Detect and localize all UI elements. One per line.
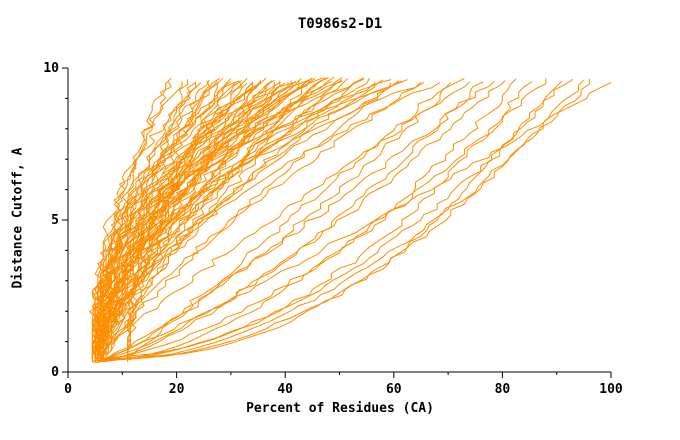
x-tick-label: 40 xyxy=(277,382,293,397)
model-curve xyxy=(100,82,392,360)
model-curve xyxy=(91,81,254,362)
model-curve xyxy=(100,78,574,362)
y-tick-label: 0 xyxy=(51,365,59,380)
model-curve xyxy=(91,79,343,362)
model-curve xyxy=(94,77,327,359)
y-tick-label: 10 xyxy=(43,61,59,76)
model-curve xyxy=(97,77,370,363)
x-tick-label: 60 xyxy=(386,382,402,397)
model-curve xyxy=(127,82,286,359)
model-curve xyxy=(127,78,590,361)
model-curve xyxy=(97,79,392,361)
x-tick-label: 100 xyxy=(599,382,623,397)
x-tick-label: 80 xyxy=(495,382,511,397)
model-curve xyxy=(97,81,422,360)
model-curve xyxy=(95,81,533,360)
model-curve xyxy=(100,78,365,361)
model-curve xyxy=(105,77,313,362)
chart-title: T0986s2-D1 xyxy=(297,16,383,32)
model-curve xyxy=(94,80,403,363)
model-curve xyxy=(91,79,408,361)
model-curve xyxy=(127,82,452,360)
model-curve xyxy=(100,79,585,362)
model-curve xyxy=(97,80,495,364)
model-curve xyxy=(97,81,332,361)
model-curve xyxy=(91,77,324,360)
model-curve xyxy=(100,80,506,361)
model-curve xyxy=(105,78,348,362)
model-curve xyxy=(95,81,484,364)
model-curve xyxy=(105,80,563,360)
model-curve xyxy=(97,81,232,361)
model-curve xyxy=(91,78,313,361)
y-tick-label: 5 xyxy=(51,213,59,228)
model-curve xyxy=(92,81,471,363)
x-axis-label: Percent of Residues (CA) xyxy=(246,401,434,416)
x-tick-label: 20 xyxy=(169,382,185,397)
model-curve xyxy=(97,81,357,360)
model-curve xyxy=(105,81,424,361)
model-curve xyxy=(95,78,547,362)
model-curve xyxy=(100,81,441,359)
model-curve xyxy=(88,81,297,360)
model-curve xyxy=(97,81,612,362)
x-tick-label: 0 xyxy=(64,382,72,397)
